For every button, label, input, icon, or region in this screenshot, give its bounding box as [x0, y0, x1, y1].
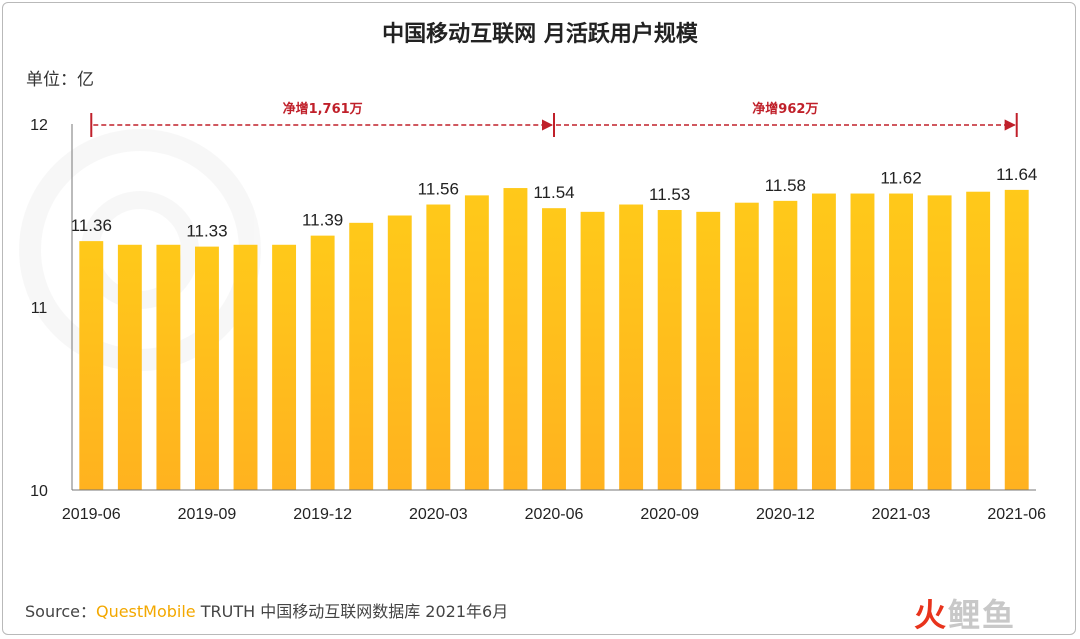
- x-tick-label: 2020-06: [525, 506, 584, 523]
- data-label: 11.33: [186, 222, 227, 241]
- bar: [387, 215, 412, 490]
- x-tick-label: 2021-03: [872, 506, 931, 523]
- bar: [927, 195, 952, 490]
- data-label: 11.54: [533, 183, 574, 202]
- chart-title: 中国移动互联网 月活跃用户规模: [382, 22, 698, 47]
- bar: [850, 193, 875, 491]
- watermark-logo: 火鲤鱼: [914, 590, 1016, 636]
- x-tick-label: 2019-12: [293, 506, 352, 523]
- data-label: 11.39: [302, 211, 343, 230]
- data-label: 11.56: [418, 180, 459, 199]
- bar: [233, 244, 258, 490]
- bar: [464, 195, 489, 490]
- bar: [889, 193, 913, 491]
- annotation-label: 净增962万: [752, 101, 818, 117]
- y-tick-label: 10: [30, 483, 48, 500]
- bars: [79, 188, 1029, 491]
- x-tick-label: 2019-06: [62, 506, 121, 523]
- bar: [542, 208, 566, 490]
- bar: [773, 200, 798, 491]
- bar: [503, 188, 528, 491]
- x-tick-label: 2020-12: [756, 506, 815, 523]
- x-tick-label: 2021-06: [987, 506, 1046, 523]
- source-rest: TRUTH 中国移动互联网数据库 2021年6月: [195, 602, 509, 621]
- unit-label: 单位：亿: [26, 70, 94, 90]
- annotation-label: 净增1,761万: [283, 101, 363, 117]
- bar: [349, 222, 374, 490]
- bar: [580, 211, 605, 490]
- bar: [272, 244, 297, 490]
- source-prefix: Source：: [25, 602, 96, 621]
- x-tick-label: 2019-09: [178, 506, 237, 523]
- y-tick-label: 11: [31, 300, 48, 317]
- watermark-char: 鱼: [982, 596, 1017, 634]
- bar: [426, 204, 451, 490]
- bar: [966, 191, 991, 490]
- source-line: Source：QuestMobile TRUTH 中国移动互联网数据库 2021…: [25, 598, 508, 622]
- bar: [195, 246, 219, 490]
- data-label: 11.64: [996, 165, 1037, 184]
- bar: [619, 204, 644, 490]
- x-tick-label: 2020-03: [409, 506, 468, 523]
- bar: [811, 193, 836, 491]
- growth-annotations: 净增1,761万 净增962万: [90, 101, 1018, 137]
- data-label: 11.62: [880, 169, 921, 188]
- source-brand: QuestMobile: [95, 602, 196, 621]
- y-tick-label: 12: [30, 117, 48, 134]
- bar: [156, 244, 181, 490]
- x-tick-label: 2020-09: [640, 506, 699, 523]
- data-labels: 11.36 11.33 11.39 11.56 11.54 11.53 11.58 11.62…: [71, 165, 1038, 241]
- bar: [734, 202, 759, 490]
- data-label: 11.53: [649, 185, 690, 204]
- bar: [79, 241, 104, 490]
- bar: [1004, 189, 1029, 490]
- bar: [657, 210, 682, 490]
- data-label: 11.36: [71, 216, 112, 235]
- watermark-char: 火: [914, 596, 949, 634]
- bar: [310, 235, 335, 490]
- bar: [696, 211, 721, 490]
- bar: [117, 244, 142, 490]
- watermark-char: 鲤: [948, 596, 983, 634]
- axes: 10 11 12 2019-06 2019-09 2019-12 2020-03 2020-0…: [30, 117, 1046, 523]
- data-label: 11.58: [765, 176, 806, 195]
